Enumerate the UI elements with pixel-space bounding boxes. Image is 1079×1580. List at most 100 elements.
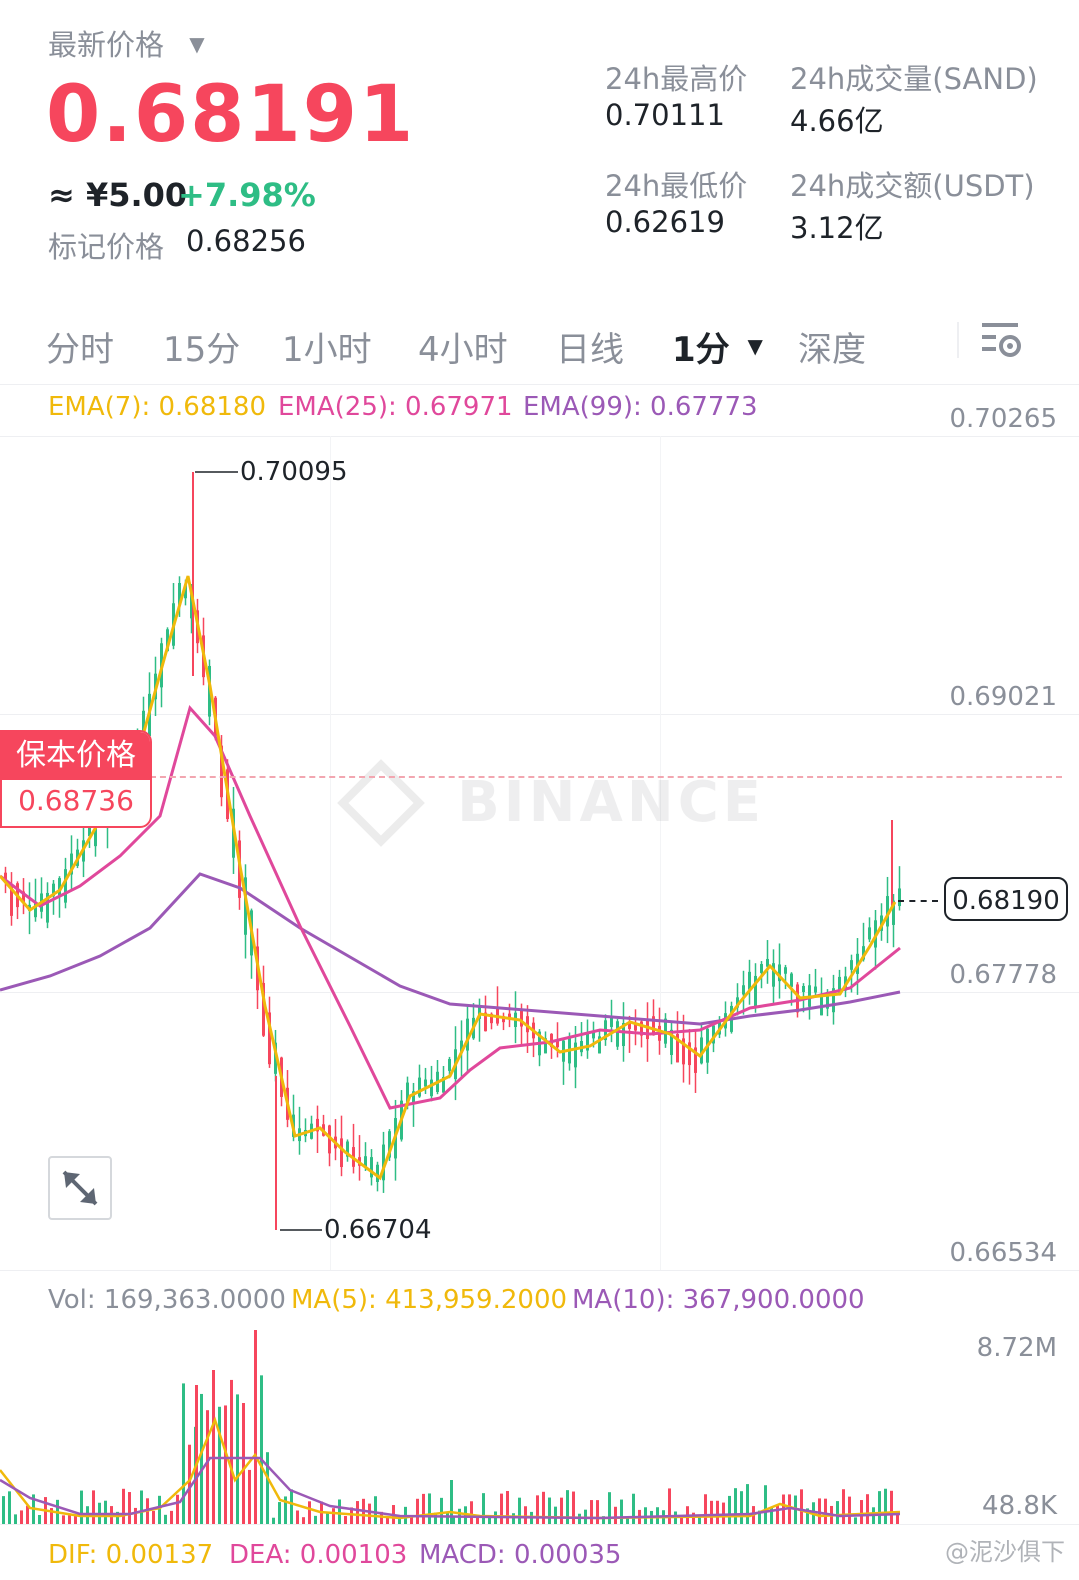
volume-bar <box>344 1516 347 1524</box>
tab-depth[interactable]: 深度 <box>798 330 866 370</box>
candle-body <box>700 1037 703 1064</box>
grid-line <box>0 1270 1079 1271</box>
cny-value: ≈ ¥5.00 <box>48 176 188 214</box>
candle-body <box>736 997 739 1008</box>
candle-body <box>244 877 247 935</box>
volume-bar <box>74 1514 77 1524</box>
volume-bar <box>188 1444 191 1524</box>
candle-body <box>646 1018 649 1040</box>
volume-bar <box>824 1498 827 1524</box>
candle-body <box>52 883 55 897</box>
volume-bar <box>332 1508 335 1524</box>
ema25-legend: EMA(25): 0.67971 <box>278 392 513 422</box>
candle-body <box>262 982 265 1036</box>
volume-bar <box>92 1490 95 1524</box>
ema25-line <box>0 704 901 1110</box>
volume-bar <box>416 1498 419 1524</box>
grid-line <box>0 992 1079 993</box>
expand-icon <box>62 1170 98 1206</box>
volume-bars <box>2 1330 899 1524</box>
candlestick-chart[interactable] <box>0 436 940 1270</box>
chart-settings-icon[interactable] <box>980 320 1022 362</box>
volume-bar <box>218 1406 221 1524</box>
volume-bar <box>710 1500 713 1524</box>
volume-bar <box>758 1510 761 1524</box>
breakeven-tag[interactable]: 保本价格 0.68736 <box>0 730 152 828</box>
volume-bar <box>596 1500 599 1524</box>
tab-timeshare[interactable]: 分时 <box>46 330 114 370</box>
latest-price-selector[interactable]: 最新价格 ▼ <box>48 22 205 64</box>
macd-dea-legend: DEA: 0.00103 <box>229 1540 408 1570</box>
candle-body <box>490 1013 493 1024</box>
candle-body <box>364 1156 367 1168</box>
volume-bar <box>746 1484 749 1524</box>
volume-bar <box>896 1512 899 1524</box>
volume-bar <box>818 1498 821 1524</box>
tab-4h[interactable]: 4小时 <box>418 330 508 370</box>
volume-bar <box>164 1514 167 1524</box>
volume-bar <box>260 1375 263 1524</box>
expand-button[interactable] <box>48 1156 112 1220</box>
volume-bar <box>20 1510 23 1524</box>
current-price-tag[interactable]: 0.68190 <box>944 877 1068 921</box>
volume-bar <box>854 1517 857 1524</box>
binance-watermark: BINANCE <box>337 758 765 847</box>
vol-legend: Vol: 169,363.0000 <box>48 1285 286 1315</box>
grid-vline <box>660 436 661 1270</box>
candle-body <box>484 1012 487 1032</box>
volume-bar <box>632 1493 635 1524</box>
volume-bar <box>440 1497 443 1524</box>
volume-24h-value: 4.66亿 <box>790 104 884 138</box>
volume-bar <box>350 1507 353 1524</box>
tab-1h[interactable]: 1小时 <box>282 330 372 370</box>
volume-bar <box>842 1489 845 1524</box>
candle-body <box>22 891 25 903</box>
volume-bar <box>488 1515 491 1524</box>
volume-bar <box>248 1469 251 1524</box>
volume-bar <box>398 1515 401 1524</box>
volume-bar <box>176 1494 179 1524</box>
breakeven-value: 0.68736 <box>18 784 134 817</box>
candle-body <box>220 745 223 798</box>
candle-body <box>634 1022 637 1031</box>
vol-ma10-legend: MA(10): 367,900.0000 <box>572 1285 865 1315</box>
volume-bar <box>542 1491 545 1524</box>
tab-daily[interactable]: 日线 <box>556 330 624 370</box>
volume-bar <box>338 1499 341 1524</box>
candle-body <box>70 853 73 875</box>
caret-down-icon: ▼ <box>189 32 205 56</box>
volume-bar <box>308 1501 311 1524</box>
candle-body <box>46 892 49 923</box>
volume-bar <box>548 1497 551 1524</box>
mark-price: 0.68256 <box>186 224 306 258</box>
vol-ma5-line <box>0 1416 901 1520</box>
volume-bar <box>602 1516 605 1524</box>
vol-axis-max: 8.72M <box>976 1333 1057 1363</box>
volume-bar <box>560 1497 563 1524</box>
turnover-24h-value: 3.12亿 <box>790 211 884 245</box>
tab-15m[interactable]: 15分 <box>163 330 241 370</box>
volume-bar <box>722 1502 725 1524</box>
volume-bar <box>446 1513 449 1524</box>
candle-body <box>886 896 889 927</box>
candle-body <box>430 1079 433 1097</box>
candle-body <box>268 1012 271 1065</box>
macd-dif-legend: DIF: 0.00137 <box>48 1540 214 1570</box>
volume-bar <box>764 1485 767 1524</box>
candle-body <box>826 991 829 1009</box>
candle-body <box>766 958 769 967</box>
volume-bar <box>26 1505 29 1524</box>
volume-bar <box>740 1491 743 1524</box>
tab-1m[interactable]: 1分 ▼ <box>672 322 763 371</box>
volume-bar <box>104 1500 107 1524</box>
volume-bar <box>734 1488 737 1524</box>
change-percent: +7.98% <box>178 176 316 214</box>
candle-body <box>790 973 793 987</box>
volume-bar <box>776 1504 779 1524</box>
volume-bar <box>704 1494 707 1524</box>
candle-body <box>592 1032 595 1039</box>
candle-body <box>892 900 895 925</box>
candle-body <box>448 1059 451 1071</box>
candle-body <box>850 960 853 970</box>
candle-body <box>898 888 901 907</box>
